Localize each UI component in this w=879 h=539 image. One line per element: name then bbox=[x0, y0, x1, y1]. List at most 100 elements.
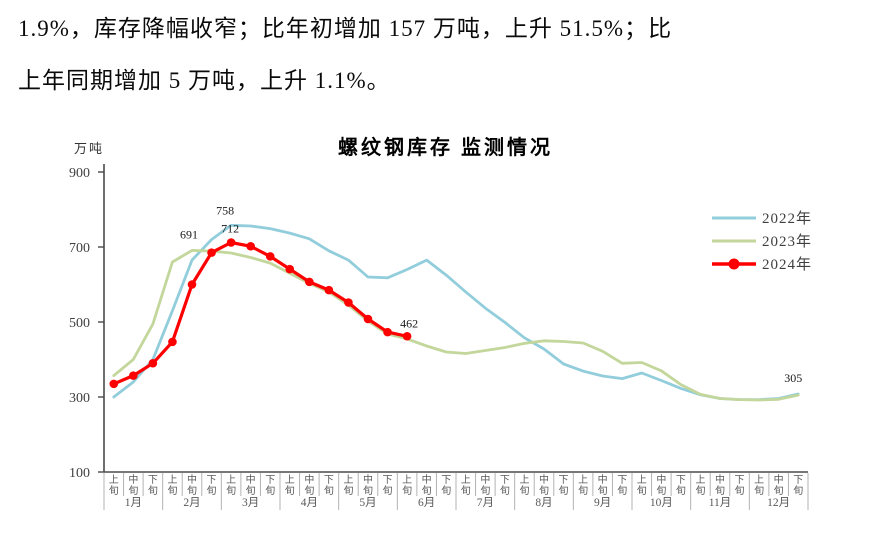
svg-text:旬: 旬 bbox=[754, 484, 764, 497]
svg-text:中: 中 bbox=[598, 473, 608, 486]
svg-text:中: 中 bbox=[246, 473, 256, 486]
svg-text:中: 中 bbox=[422, 473, 432, 486]
legend-item: 2024年 bbox=[711, 252, 812, 275]
svg-text:旬: 旬 bbox=[480, 484, 490, 497]
svg-text:上: 上 bbox=[167, 474, 177, 486]
svg-text:中: 中 bbox=[187, 473, 197, 486]
svg-text:旬: 旬 bbox=[461, 484, 471, 497]
svg-text:下: 下 bbox=[441, 475, 451, 486]
legend-label: 2022年 bbox=[762, 211, 813, 227]
series-2022年 bbox=[112, 223, 800, 402]
svg-text:上: 上 bbox=[109, 474, 119, 486]
svg-text:12月: 12月 bbox=[767, 497, 790, 509]
svg-text:上: 上 bbox=[519, 474, 529, 486]
svg-text:旬: 旬 bbox=[265, 484, 275, 497]
svg-text:旬: 旬 bbox=[676, 484, 686, 497]
svg-text:3月: 3月 bbox=[242, 497, 259, 509]
svg-text:上: 上 bbox=[578, 474, 588, 486]
svg-text:旬: 旬 bbox=[187, 484, 197, 497]
legend-line-sample bbox=[712, 216, 756, 219]
svg-text:旬: 旬 bbox=[363, 484, 373, 497]
svg-text:旬: 旬 bbox=[774, 484, 784, 497]
data-label: 712 bbox=[221, 222, 239, 236]
svg-text:100: 100 bbox=[69, 466, 90, 481]
svg-text:700: 700 bbox=[69, 241, 90, 256]
svg-text:下: 下 bbox=[148, 475, 158, 486]
svg-text:500: 500 bbox=[69, 316, 90, 331]
svg-text:下: 下 bbox=[324, 475, 334, 486]
data-label: 691 bbox=[180, 227, 198, 241]
svg-text:下: 下 bbox=[207, 475, 217, 486]
svg-text:旬: 旬 bbox=[128, 484, 138, 497]
svg-text:旬: 旬 bbox=[383, 484, 393, 497]
svg-text:2月: 2月 bbox=[183, 497, 200, 509]
svg-text:上: 上 bbox=[402, 474, 412, 486]
svg-text:10月: 10月 bbox=[650, 497, 673, 509]
svg-text:7月: 7月 bbox=[477, 497, 494, 509]
svg-text:旬: 旬 bbox=[167, 484, 177, 497]
svg-text:下: 下 bbox=[500, 475, 510, 486]
svg-text:下: 下 bbox=[735, 475, 745, 486]
inventory-line-chart: 螺纹钢库存 监测情况 万吨 100 300 500 700 900 上旬中旬下旬 1月上旬中… bbox=[0, 128, 879, 539]
svg-text:1月: 1月 bbox=[125, 497, 142, 509]
svg-text:9月: 9月 bbox=[594, 497, 611, 509]
svg-text:下: 下 bbox=[676, 475, 686, 486]
svg-text:中: 中 bbox=[304, 473, 314, 486]
chart-title: 螺纹钢库存 监测情况 bbox=[338, 137, 553, 159]
svg-text:旬: 旬 bbox=[285, 484, 295, 497]
svg-text:旬: 旬 bbox=[559, 484, 569, 497]
svg-text:旬: 旬 bbox=[793, 484, 803, 497]
chart-legend: 2022年 2023年 2024年 bbox=[711, 206, 812, 275]
svg-text:旬: 旬 bbox=[695, 484, 705, 497]
svg-text:上: 上 bbox=[226, 474, 236, 486]
svg-text:上: 上 bbox=[285, 474, 295, 486]
series-2024年 bbox=[109, 238, 412, 389]
svg-text:上: 上 bbox=[695, 474, 705, 486]
svg-text:中: 中 bbox=[715, 473, 725, 486]
svg-text:旬: 旬 bbox=[578, 484, 588, 497]
svg-text:旬: 旬 bbox=[656, 484, 666, 497]
svg-text:下: 下 bbox=[559, 475, 569, 486]
data-label: 305 bbox=[784, 371, 802, 385]
svg-text:中: 中 bbox=[480, 473, 490, 486]
svg-text:旬: 旬 bbox=[343, 484, 353, 497]
svg-text:5月: 5月 bbox=[359, 497, 376, 509]
svg-text:中: 中 bbox=[363, 473, 373, 486]
svg-text:旬: 旬 bbox=[148, 484, 158, 497]
chart-canvas: 100300500700900上旬中旬下旬1月上旬中旬下旬2月上旬中旬下旬3月上… bbox=[69, 164, 809, 510]
legend-label: 2023年 bbox=[762, 234, 813, 250]
svg-text:下: 下 bbox=[617, 475, 627, 486]
x-axis: 上旬中旬下旬1月上旬中旬下旬2月上旬中旬下旬3月上旬中旬下旬4月上旬中旬下旬5月… bbox=[103, 471, 809, 510]
svg-text:上: 上 bbox=[637, 474, 647, 486]
svg-text:上: 上 bbox=[754, 474, 764, 486]
svg-text:300: 300 bbox=[69, 391, 90, 406]
svg-text:旬: 旬 bbox=[109, 484, 119, 497]
legend-label: 2024年 bbox=[762, 257, 813, 273]
svg-text:旬: 旬 bbox=[207, 484, 217, 497]
series-2023年 bbox=[112, 249, 800, 402]
svg-text:4月: 4月 bbox=[301, 497, 318, 509]
svg-text:旬: 旬 bbox=[304, 484, 314, 497]
svg-text:旬: 旬 bbox=[735, 484, 745, 497]
svg-text:旬: 旬 bbox=[246, 484, 256, 497]
svg-text:旬: 旬 bbox=[441, 484, 451, 497]
y-axis-unit-label: 万吨 bbox=[74, 141, 105, 156]
legend-item: 2023年 bbox=[711, 229, 812, 252]
paragraph-line-1: 1.9%，库存降幅收窄；比年初增加 157 万吨，上升 51.5%；比 bbox=[18, 16, 673, 41]
svg-text:下: 下 bbox=[793, 475, 803, 486]
svg-text:中: 中 bbox=[128, 473, 138, 486]
legend-line-sample bbox=[712, 258, 756, 269]
svg-text:900: 900 bbox=[69, 166, 90, 181]
paragraph-line-2: 上年同期增加 5 万吨，上升 1.1%。 bbox=[18, 68, 391, 93]
data-label: 462 bbox=[400, 316, 418, 330]
svg-text:旬: 旬 bbox=[539, 484, 549, 497]
y-axis: 100 300 500 700 900 bbox=[69, 164, 105, 481]
svg-text:旬: 旬 bbox=[500, 484, 510, 497]
svg-text:11月: 11月 bbox=[709, 497, 732, 509]
svg-text:8月: 8月 bbox=[535, 497, 552, 509]
svg-text:旬: 旬 bbox=[402, 484, 412, 497]
svg-text:上: 上 bbox=[461, 474, 471, 486]
svg-text:旬: 旬 bbox=[324, 484, 334, 497]
svg-text:旬: 旬 bbox=[617, 484, 627, 497]
svg-text:6月: 6月 bbox=[418, 497, 435, 509]
